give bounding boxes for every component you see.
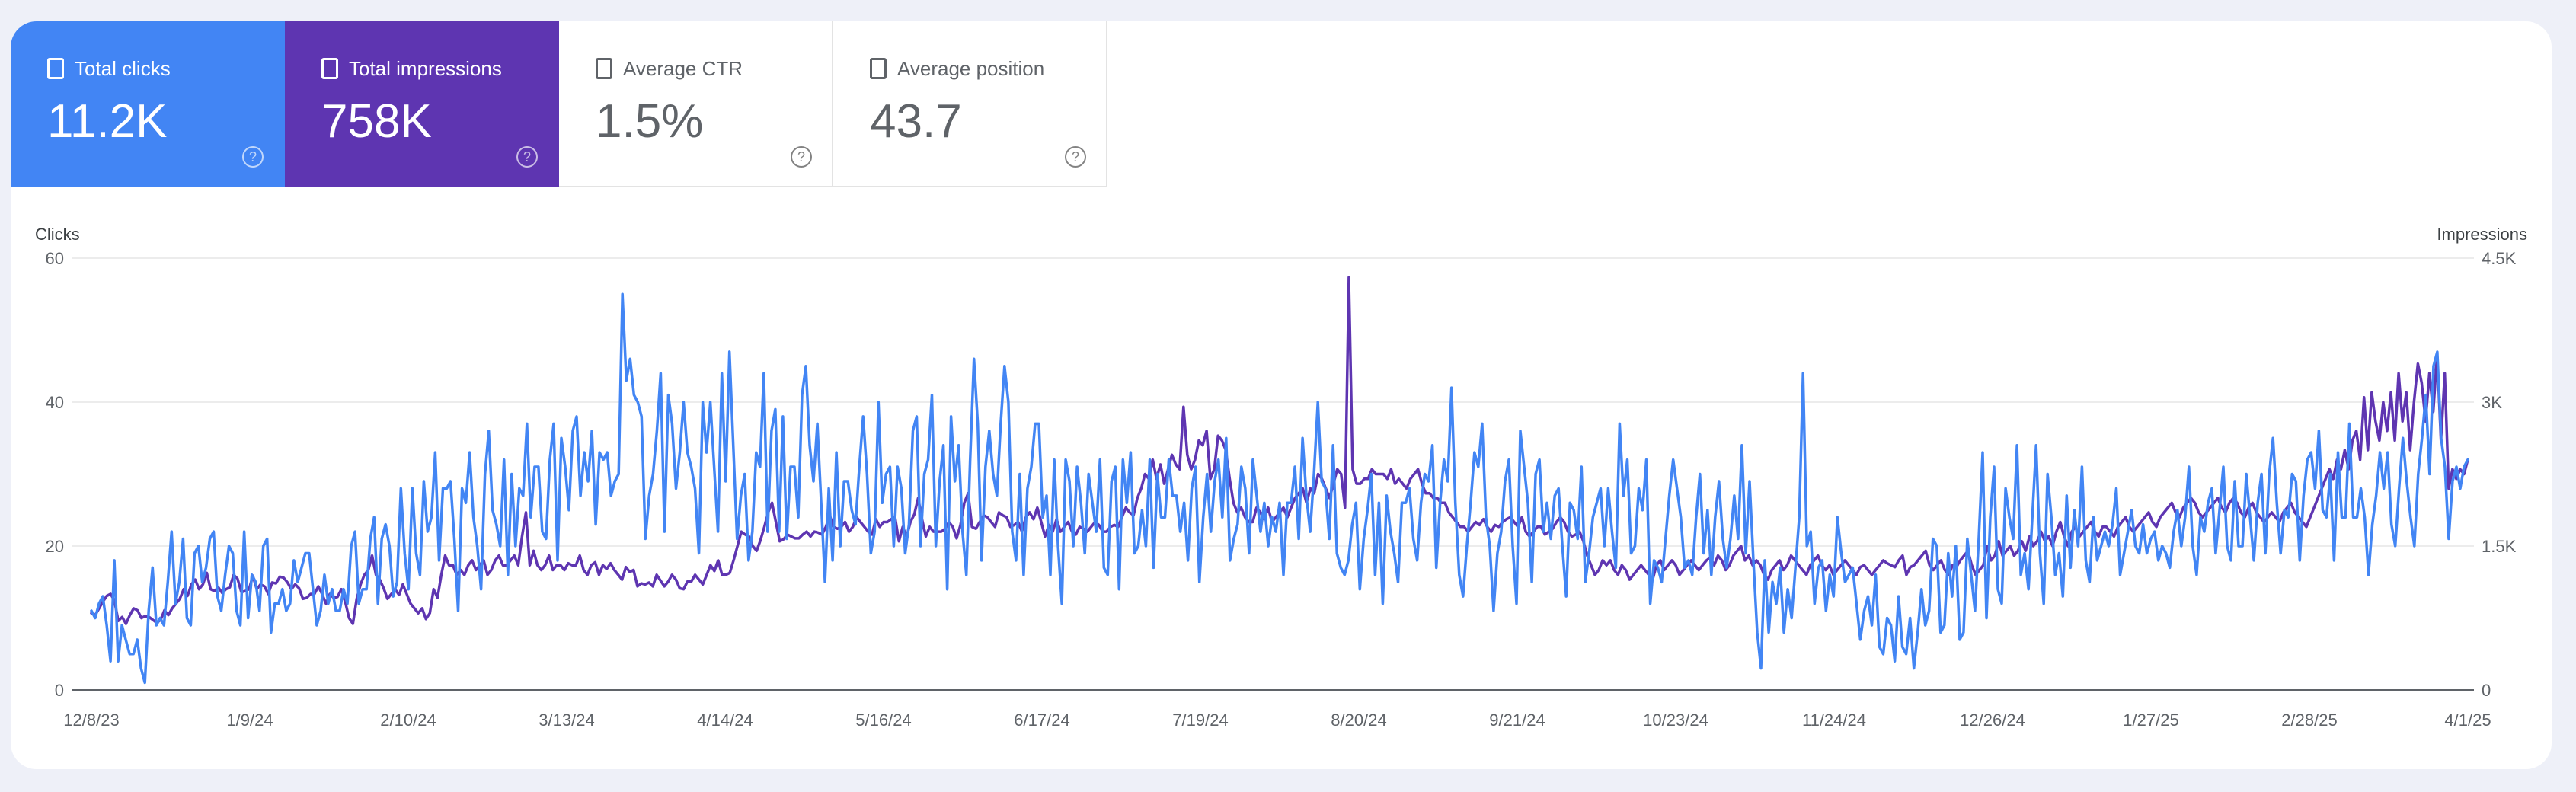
tile-average-ctr[interactable]: Average CTR 1.5% ? (559, 21, 833, 187)
tile-label: Total clicks (75, 57, 171, 80)
performance-card: Total clicks 11.2K ? Total impressions 7… (11, 21, 2552, 769)
x-tick-label: 9/21/24 (1489, 711, 1545, 730)
tile-value: 43.7 (870, 95, 962, 148)
checkbox-icon[interactable] (321, 58, 338, 79)
x-tick-label: 1/27/25 (2123, 711, 2178, 730)
tile-label: Average CTR (623, 57, 743, 80)
tile-value: 1.5% (596, 95, 704, 148)
checkbox-icon[interactable] (870, 58, 887, 79)
tile-average-position[interactable]: Average position 43.7 ? (833, 21, 1107, 187)
x-tick-label: 5/16/24 (855, 711, 911, 730)
y-tick-label-left: 60 (46, 249, 64, 268)
tile-label: Average position (897, 57, 1045, 80)
y-tick-label-left: 0 (55, 681, 64, 700)
checkbox-icon[interactable] (596, 58, 612, 79)
y-axis-title-left: Clicks (35, 225, 80, 244)
x-tick-label: 11/24/24 (1802, 711, 1866, 730)
help-icon[interactable]: ? (242, 146, 264, 168)
y-tick-label-right: 3K (2482, 393, 2502, 412)
performance-chart[interactable]: Clicks Impressions 0 20 40 60 0 1.5K 3K 4.5K 1… (11, 21, 2552, 769)
y-tick-label-right: 0 (2482, 681, 2491, 700)
y-tick-label-right: 1.5K (2482, 537, 2517, 556)
impressions-series-line[interactable] (90, 276, 2469, 625)
help-icon[interactable]: ? (791, 146, 812, 168)
y-axis-title-right: Impressions (2437, 225, 2527, 244)
x-tick-label: 4/14/24 (697, 711, 753, 730)
y-tick-label-right: 4.5K (2482, 249, 2517, 268)
x-tick-label: 7/19/24 (1172, 711, 1228, 730)
y-tick-label-left: 40 (46, 393, 64, 412)
tile-label: Total impressions (349, 57, 502, 80)
help-icon[interactable]: ? (516, 146, 538, 168)
x-tick-label: 12/26/24 (1960, 711, 2025, 730)
clicks-series-line[interactable] (90, 292, 2469, 685)
tile-total-clicks[interactable]: Total clicks 11.2K ? (11, 21, 285, 187)
tile-value: 758K (321, 95, 432, 148)
x-tick-label: 2/10/24 (380, 711, 436, 730)
x-tick-label: 6/17/24 (1014, 711, 1069, 730)
x-tick-label: 1/9/24 (226, 711, 273, 730)
x-tick-label: 10/23/24 (1643, 711, 1708, 730)
help-icon[interactable]: ? (1065, 146, 1086, 168)
tile-value: 11.2K (47, 95, 168, 148)
x-tick-label: 12/8/23 (63, 711, 119, 730)
x-tick-label: 8/20/24 (1331, 711, 1386, 730)
x-tick-label: 3/13/24 (539, 711, 594, 730)
x-tick-label: 4/1/25 (2444, 711, 2491, 730)
metric-tiles: Total clicks 11.2K ? Total impressions 7… (11, 21, 1107, 187)
x-tick-label: 2/28/25 (2281, 711, 2337, 730)
y-tick-label-left: 20 (46, 537, 64, 556)
checkbox-icon[interactable] (47, 58, 64, 79)
tile-total-impressions[interactable]: Total impressions 758K ? (285, 21, 559, 187)
